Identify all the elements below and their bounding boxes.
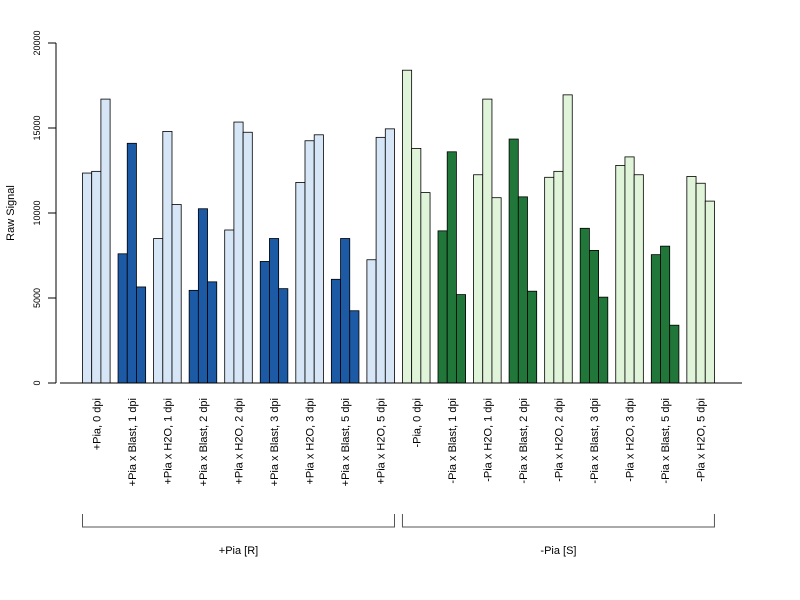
- bar-1-0: [117, 253, 128, 384]
- bar-2-0: [153, 238, 164, 384]
- bars: [82, 69, 715, 384]
- bar-13-2: [562, 94, 573, 384]
- category-label-9: -Pia, 0 dpi: [411, 398, 423, 448]
- bar-5-1: [269, 238, 280, 384]
- bar-12-2: [527, 290, 538, 384]
- bar-12-0: [508, 138, 519, 384]
- bar-1-1: [126, 142, 137, 384]
- category-label-7: +Pia x Blast, 5 dpi: [340, 398, 352, 486]
- bar-7-1: [340, 238, 351, 384]
- bar-15-0: [615, 164, 626, 384]
- bar-11-2: [491, 197, 502, 384]
- bar-10-2: [455, 294, 466, 384]
- bar-7-0: [330, 278, 341, 384]
- y-tick-label-0: 0: [32, 380, 42, 385]
- category-label-5: +Pia x Blast, 3 dpi: [269, 398, 281, 486]
- bar-8-1: [375, 136, 386, 384]
- group-brackets: +Pia [R] -Pia [S]: [82, 514, 715, 557]
- bar-17-0: [686, 176, 697, 384]
- category-label-15: -Pia x H2O, 3 dpi: [625, 398, 637, 482]
- bar-17-1: [695, 182, 706, 384]
- bar-15-2: [633, 174, 644, 384]
- bar-12-1: [517, 196, 528, 384]
- bar-16-1: [660, 245, 671, 384]
- bar-10-0: [437, 230, 448, 384]
- bar-6-0: [295, 181, 306, 384]
- bar-13-1: [553, 170, 564, 384]
- bar-4-0: [224, 229, 235, 384]
- bar-6-2: [313, 134, 324, 384]
- y-tick-label-1: 5000: [32, 288, 42, 308]
- category-label-6: +Pia x H2O, 3 dpi: [305, 398, 317, 485]
- group-bracket-1: [401, 514, 715, 528]
- bar-3-2: [207, 281, 218, 384]
- bar-14-1: [589, 249, 600, 384]
- bar-4-2: [242, 131, 253, 384]
- bar-8-0: [366, 259, 377, 384]
- y-tick-label-3: 15000: [32, 115, 42, 140]
- bar-13-0: [544, 176, 555, 384]
- bar-0-1: [91, 170, 102, 384]
- bar-16-2: [669, 324, 680, 384]
- bar-17-2: [704, 200, 715, 384]
- bar-5-0: [259, 261, 270, 384]
- bar-2-2: [171, 204, 182, 384]
- category-label-1: +Pia x Blast, 1 dpi: [127, 398, 139, 486]
- bar-0-0: [82, 172, 93, 384]
- bar-9-1: [411, 147, 422, 384]
- bar-7-2: [349, 310, 360, 384]
- bar-10-1: [446, 151, 457, 384]
- bar-8-2: [384, 128, 395, 384]
- bar-5-2: [278, 288, 289, 384]
- category-label-4: +Pia x H2O, 2 dpi: [234, 398, 246, 485]
- bar-9-0: [402, 69, 413, 384]
- bar-3-1: [197, 208, 208, 384]
- category-label-11: -Pia x H2O, 1 dpi: [482, 398, 494, 482]
- group-label-0: +Pia [R]: [219, 545, 258, 557]
- category-label-10: -Pia x Blast, 1 dpi: [447, 398, 459, 484]
- y-axis-title: Raw Signal: [5, 185, 17, 241]
- category-label-8: +Pia x H2O, 5 dpi: [376, 398, 388, 485]
- bar-14-2: [598, 296, 609, 384]
- bar-14-0: [579, 227, 590, 384]
- category-label-14: -Pia x Blast, 3 dpi: [589, 398, 601, 484]
- category-labels: +Pia, 0 dpi +Pia x Blast, 1 dpi +Pia x H2O…: [91, 398, 707, 486]
- bar-6-1: [304, 140, 315, 384]
- bar-11-0: [473, 174, 484, 384]
- bar-9-2: [420, 192, 431, 384]
- bar-16-0: [650, 254, 661, 384]
- category-label-13: -Pia x H2O, 2 dpi: [553, 398, 565, 482]
- category-label-0: +Pia, 0 dpi: [91, 398, 103, 450]
- bar-11-1: [482, 98, 493, 384]
- category-label-12: -Pia x Blast, 2 dpi: [518, 398, 530, 484]
- bar-3-0: [188, 289, 199, 384]
- bar-1-2: [136, 286, 147, 384]
- y-tick-label-4: 20000: [32, 30, 42, 55]
- category-label-17: -Pia x H2O, 5 dpi: [696, 398, 708, 482]
- category-label-16: -Pia x Blast, 5 dpi: [660, 398, 672, 484]
- bar-0-2: [100, 98, 111, 384]
- y-axis-ticks: 0 5000 10000 15000 20000: [32, 30, 56, 386]
- bar-15-1: [624, 156, 635, 384]
- category-label-3: +Pia x Blast, 2 dpi: [198, 398, 210, 486]
- category-label-2: +Pia x H2O, 1 dpi: [162, 398, 174, 485]
- group-label-1: -Pia [S]: [540, 545, 576, 557]
- bar-4-1: [233, 121, 244, 384]
- bar-2-1: [162, 130, 173, 384]
- group-bracket-0: [82, 514, 395, 528]
- y-tick-label-2: 10000: [32, 200, 42, 225]
